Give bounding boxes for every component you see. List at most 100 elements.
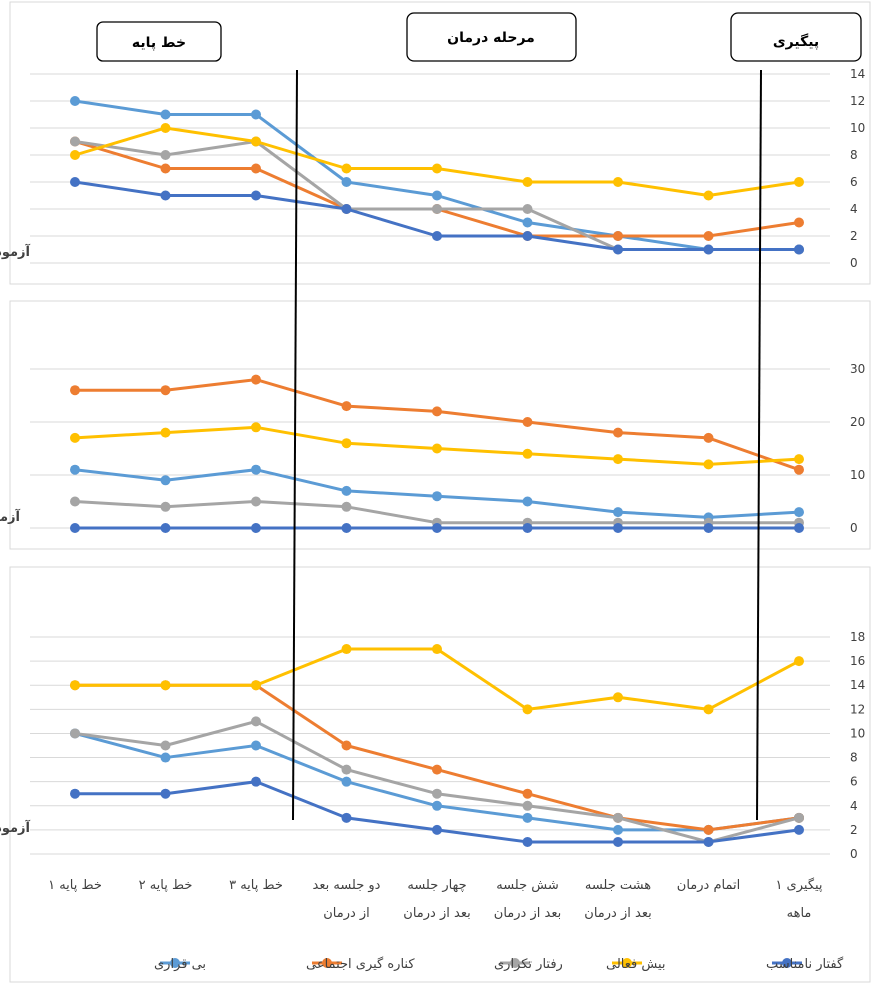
data-point [160, 163, 171, 174]
data-point [251, 190, 261, 201]
legend-marker [510, 958, 520, 968]
data-point [341, 812, 352, 823]
data-point [341, 401, 352, 412]
data-point [522, 496, 533, 507]
x-category-label: پیگیری ۱ [775, 877, 822, 893]
y-tick-label: 12 [850, 702, 865, 716]
data-point [522, 217, 533, 228]
data-point [70, 728, 80, 739]
data-point [70, 177, 80, 187]
data-point [522, 417, 533, 427]
legend-label: کناره گیری اجتماعی [306, 956, 415, 972]
data-point [522, 788, 533, 799]
data-point [613, 523, 623, 533]
data-point [432, 204, 442, 214]
panel-title-1: آزمودنی ۱ [0, 243, 31, 260]
data-point [613, 692, 623, 703]
data-point [251, 109, 261, 120]
y-tick-label: 12 [850, 94, 865, 108]
data-point [522, 812, 533, 823]
data-point [432, 788, 442, 799]
x-category-label: ماهه [787, 906, 812, 921]
data-point [703, 190, 714, 201]
data-point [341, 177, 352, 187]
phase-label-baseline: خط پایه [132, 35, 186, 51]
data-point [432, 406, 442, 417]
data-point [432, 163, 442, 174]
legend: بی قراری کناره گیری اجتماعی رفتار تکراری بی… [154, 956, 844, 972]
data-point [613, 454, 623, 465]
data-point [703, 231, 714, 241]
y-tick-label: 18 [850, 630, 865, 644]
data-point [613, 824, 623, 835]
data-point [522, 836, 533, 847]
legend-marker [782, 958, 792, 968]
phase-label-followup: پیگیری [773, 33, 819, 50]
y-tick-label: 0 [850, 256, 858, 270]
x-category-label: اتمام درمان [677, 878, 740, 893]
y-tick-label: 30 [850, 362, 865, 376]
x-category-labels: خط پایه ۱ خط پایه ۲ خط پایه ۳ دو جلسه بعد از… [48, 877, 823, 921]
data-point [432, 190, 442, 201]
data-point [160, 123, 171, 133]
phase-divider-treatment-followup [756, 69, 762, 821]
data-point [251, 496, 261, 507]
data-point [70, 464, 80, 475]
data-point [613, 231, 623, 241]
y-tick-label: 10 [850, 726, 865, 740]
phase-box-baseline: خط پایه [96, 21, 222, 62]
data-point [251, 776, 261, 787]
x-category-label: چهار جلسه [407, 878, 466, 893]
data-point [522, 704, 533, 715]
y-tick-label: 0 [850, 521, 858, 535]
data-point [794, 217, 804, 228]
data-point [794, 177, 804, 187]
x-category-label: بعد از درمان [584, 906, 651, 921]
data-point [251, 374, 261, 385]
data-point [160, 740, 171, 751]
data-point [703, 459, 714, 470]
data-point [522, 800, 533, 811]
y-tick-label: 8 [850, 751, 858, 765]
data-point [160, 501, 171, 512]
data-point [522, 523, 533, 533]
data-point [613, 177, 623, 187]
data-point [70, 385, 80, 396]
data-point [160, 475, 171, 486]
x-category-label: بعد از درمان [494, 906, 561, 921]
y-tick-label: 4 [850, 799, 858, 813]
y-tick-label: 6 [850, 175, 858, 189]
data-point [341, 485, 352, 496]
data-point [70, 523, 80, 533]
y-tick-label: 8 [850, 148, 858, 162]
y-tick-label: 0 [850, 847, 858, 861]
data-point [341, 764, 352, 775]
legend-marker [170, 958, 180, 968]
data-point [613, 836, 623, 847]
series-lines [70, 96, 804, 847]
data-point [341, 740, 352, 751]
x-category-label: خط پایه ۱ [48, 878, 102, 893]
phase-divider-baseline-treatment [292, 69, 298, 821]
y-tick-label: 16 [850, 654, 865, 668]
data-point [341, 776, 352, 787]
data-point [160, 427, 171, 438]
x-category-label: خط پایه ۳ [229, 878, 283, 893]
data-point [432, 764, 442, 775]
x-category-label: هشت جلسه [585, 878, 651, 893]
panel-title-2: آزمودنی ۲ [0, 508, 21, 525]
data-point [794, 523, 804, 533]
x-category-label: شش جلسه [496, 878, 559, 893]
legend-marker [322, 958, 332, 968]
y-tick-label: 14 [850, 67, 865, 81]
data-point [613, 507, 623, 518]
phase-box-followup: پیگیری [730, 12, 862, 62]
panel-frame-2 [9, 300, 871, 550]
legend-marker [622, 958, 632, 968]
data-point [160, 109, 171, 120]
data-point [341, 501, 352, 512]
data-point [160, 150, 171, 160]
data-point [160, 788, 171, 799]
data-point [251, 422, 261, 433]
